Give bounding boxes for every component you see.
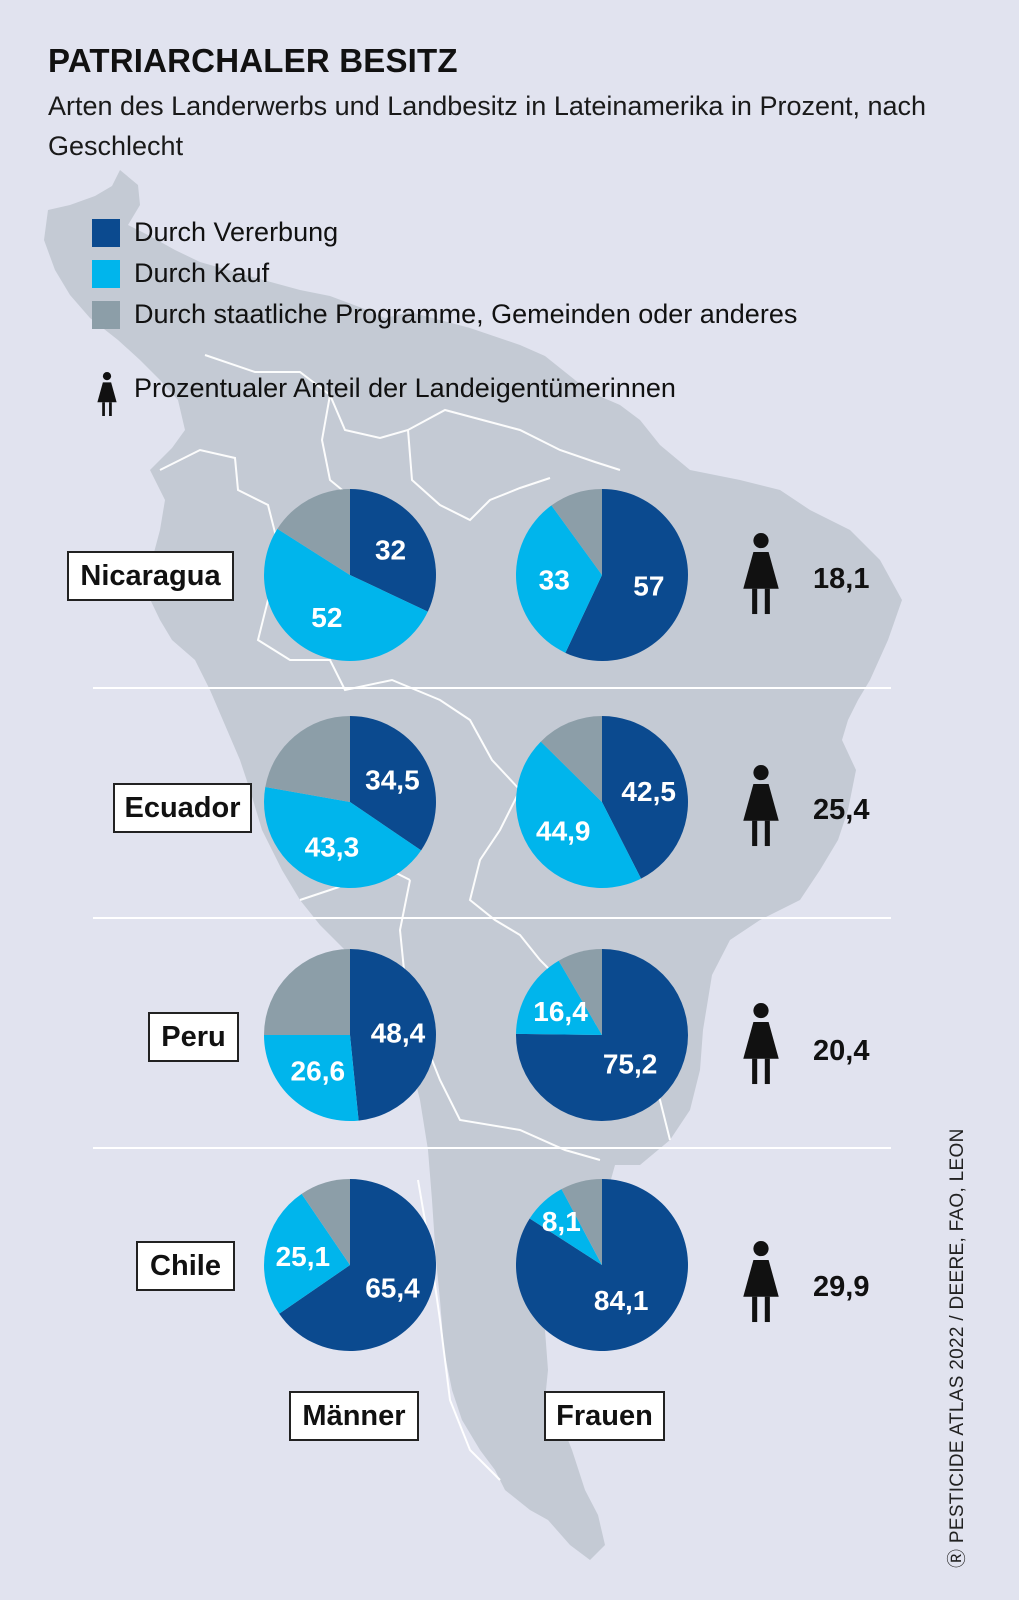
cc-icon: Ⓡ bbox=[947, 1543, 968, 1568]
legend-item-other: Durch staatliche Programme, Gemeinden od… bbox=[92, 294, 797, 335]
country-label-chile: Chile bbox=[136, 1241, 235, 1291]
row-divider bbox=[93, 917, 891, 919]
pie-label-nicaragua-women-purchase: 33 bbox=[539, 565, 570, 596]
women-share-value: 18,1 bbox=[813, 563, 870, 595]
pie-label-nicaragua-men-inheritance: 32 bbox=[375, 534, 406, 565]
woman-icon bbox=[97, 372, 117, 416]
woman-icon bbox=[743, 1002, 779, 1085]
pie-slice-ecuador-women-inheritance bbox=[602, 716, 689, 879]
pie-label-nicaragua-women-inheritance: 57 bbox=[633, 570, 664, 601]
legend-label-purchase: Durch Kauf bbox=[134, 258, 270, 288]
pie-slice-nicaragua-men-inheritance bbox=[350, 489, 436, 612]
pie-slice-peru-men-other bbox=[264, 949, 350, 1035]
source-credit-text: PESTICIDE ATLAS 2022 / DEERE, FAO, LEON bbox=[947, 1128, 968, 1544]
pie-slice-chile-women-purchase bbox=[529, 1189, 602, 1265]
pie-label-chile-men-purchase: 25,1 bbox=[276, 1241, 331, 1272]
pie-slice-chile-men-other bbox=[301, 1179, 350, 1265]
pie-slice-chile-men-purchase bbox=[264, 1193, 350, 1314]
pie-slice-peru-women-other bbox=[558, 949, 602, 1035]
woman-icon bbox=[743, 1240, 779, 1323]
woman-icon bbox=[743, 764, 779, 847]
legend-item-inheritance: Durch Vererbung bbox=[92, 212, 797, 253]
legend-swatch-inheritance bbox=[92, 219, 120, 247]
pie-label-ecuador-men-purchase: 43,3 bbox=[305, 831, 360, 862]
legend: Durch Vererbung Durch Kauf Durch staatli… bbox=[92, 212, 797, 335]
country-label-peru: Peru bbox=[148, 1012, 239, 1062]
pie-slice-peru-women-purchase bbox=[516, 960, 602, 1035]
source-credit: Ⓡ PESTICIDE ATLAS 2022 / DEERE, FAO, LEO… bbox=[942, 1128, 969, 1568]
pie-slice-nicaragua-women-other bbox=[551, 489, 602, 575]
pie-slice-chile-men-inheritance bbox=[279, 1179, 436, 1351]
pie-label-peru-women-inheritance: 75,2 bbox=[603, 1048, 658, 1079]
woman-icon bbox=[743, 532, 779, 615]
legend-label-women-share: Prozentualer Anteil der Landeigentümerin… bbox=[134, 373, 676, 403]
pie-slice-peru-men-purchase bbox=[264, 1035, 359, 1122]
country-label-nicaragua: Nicaragua bbox=[67, 551, 234, 601]
pie-slice-peru-men-inheritance bbox=[350, 949, 437, 1121]
pie-slice-ecuador-women-other bbox=[540, 716, 602, 802]
pie-slice-chile-women-other bbox=[561, 1179, 602, 1265]
pie-label-peru-men-purchase: 26,6 bbox=[291, 1056, 346, 1087]
country-label-ecuador: Ecuador bbox=[113, 783, 252, 833]
pie-label-chile-women-inheritance: 84,1 bbox=[594, 1285, 649, 1316]
women-share-value: 25,4 bbox=[813, 794, 870, 826]
pie-slice-ecuador-men-inheritance bbox=[350, 716, 436, 851]
legend-swatch-purchase bbox=[92, 260, 120, 288]
pie-label-peru-men-inheritance: 48,4 bbox=[371, 1018, 426, 1049]
pie-label-chile-men-inheritance: 65,4 bbox=[365, 1272, 420, 1303]
pie-label-nicaragua-men-purchase: 52 bbox=[311, 602, 342, 633]
column-label-men: Männer bbox=[289, 1391, 419, 1441]
women-share-value: 29,9 bbox=[813, 1271, 870, 1303]
row-divider bbox=[93, 687, 891, 689]
legend-item-purchase: Durch Kauf bbox=[92, 253, 797, 294]
pie-label-chile-women-purchase: 8,1 bbox=[542, 1206, 581, 1237]
pie-slice-nicaragua-women-purchase bbox=[515, 505, 602, 653]
pie-slice-nicaragua-women-inheritance bbox=[565, 489, 688, 662]
pie-slice-ecuador-men-purchase bbox=[263, 786, 422, 888]
pie-slice-chile-women-inheritance bbox=[516, 1179, 689, 1351]
pie-slice-nicaragua-men-other bbox=[277, 489, 350, 575]
women-share-value: 20,4 bbox=[813, 1035, 870, 1067]
pie-label-ecuador-women-purchase: 44,9 bbox=[536, 815, 591, 846]
pie-slice-ecuador-men-other bbox=[265, 715, 350, 802]
legend-label-other: Durch staatliche Programme, Gemeinden od… bbox=[134, 299, 798, 329]
column-label-women: Frauen bbox=[544, 1391, 665, 1441]
pie-slice-ecuador-women-purchase bbox=[515, 741, 642, 889]
row-divider bbox=[93, 1147, 891, 1149]
chart-subtitle: Arten des Landerwerbs und Landbesitz in … bbox=[48, 91, 927, 161]
legend-swatch-other bbox=[92, 301, 120, 329]
pie-label-ecuador-women-inheritance: 42,5 bbox=[621, 776, 676, 807]
legend-label-inheritance: Durch Vererbung bbox=[134, 217, 339, 247]
pie-label-ecuador-men-inheritance: 34,5 bbox=[365, 765, 420, 796]
pie-slice-nicaragua-men-purchase bbox=[264, 528, 428, 661]
pie-label-peru-women-purchase: 16,4 bbox=[533, 996, 588, 1027]
chart-title: PATRIARCHALER BESITZ bbox=[48, 42, 458, 79]
